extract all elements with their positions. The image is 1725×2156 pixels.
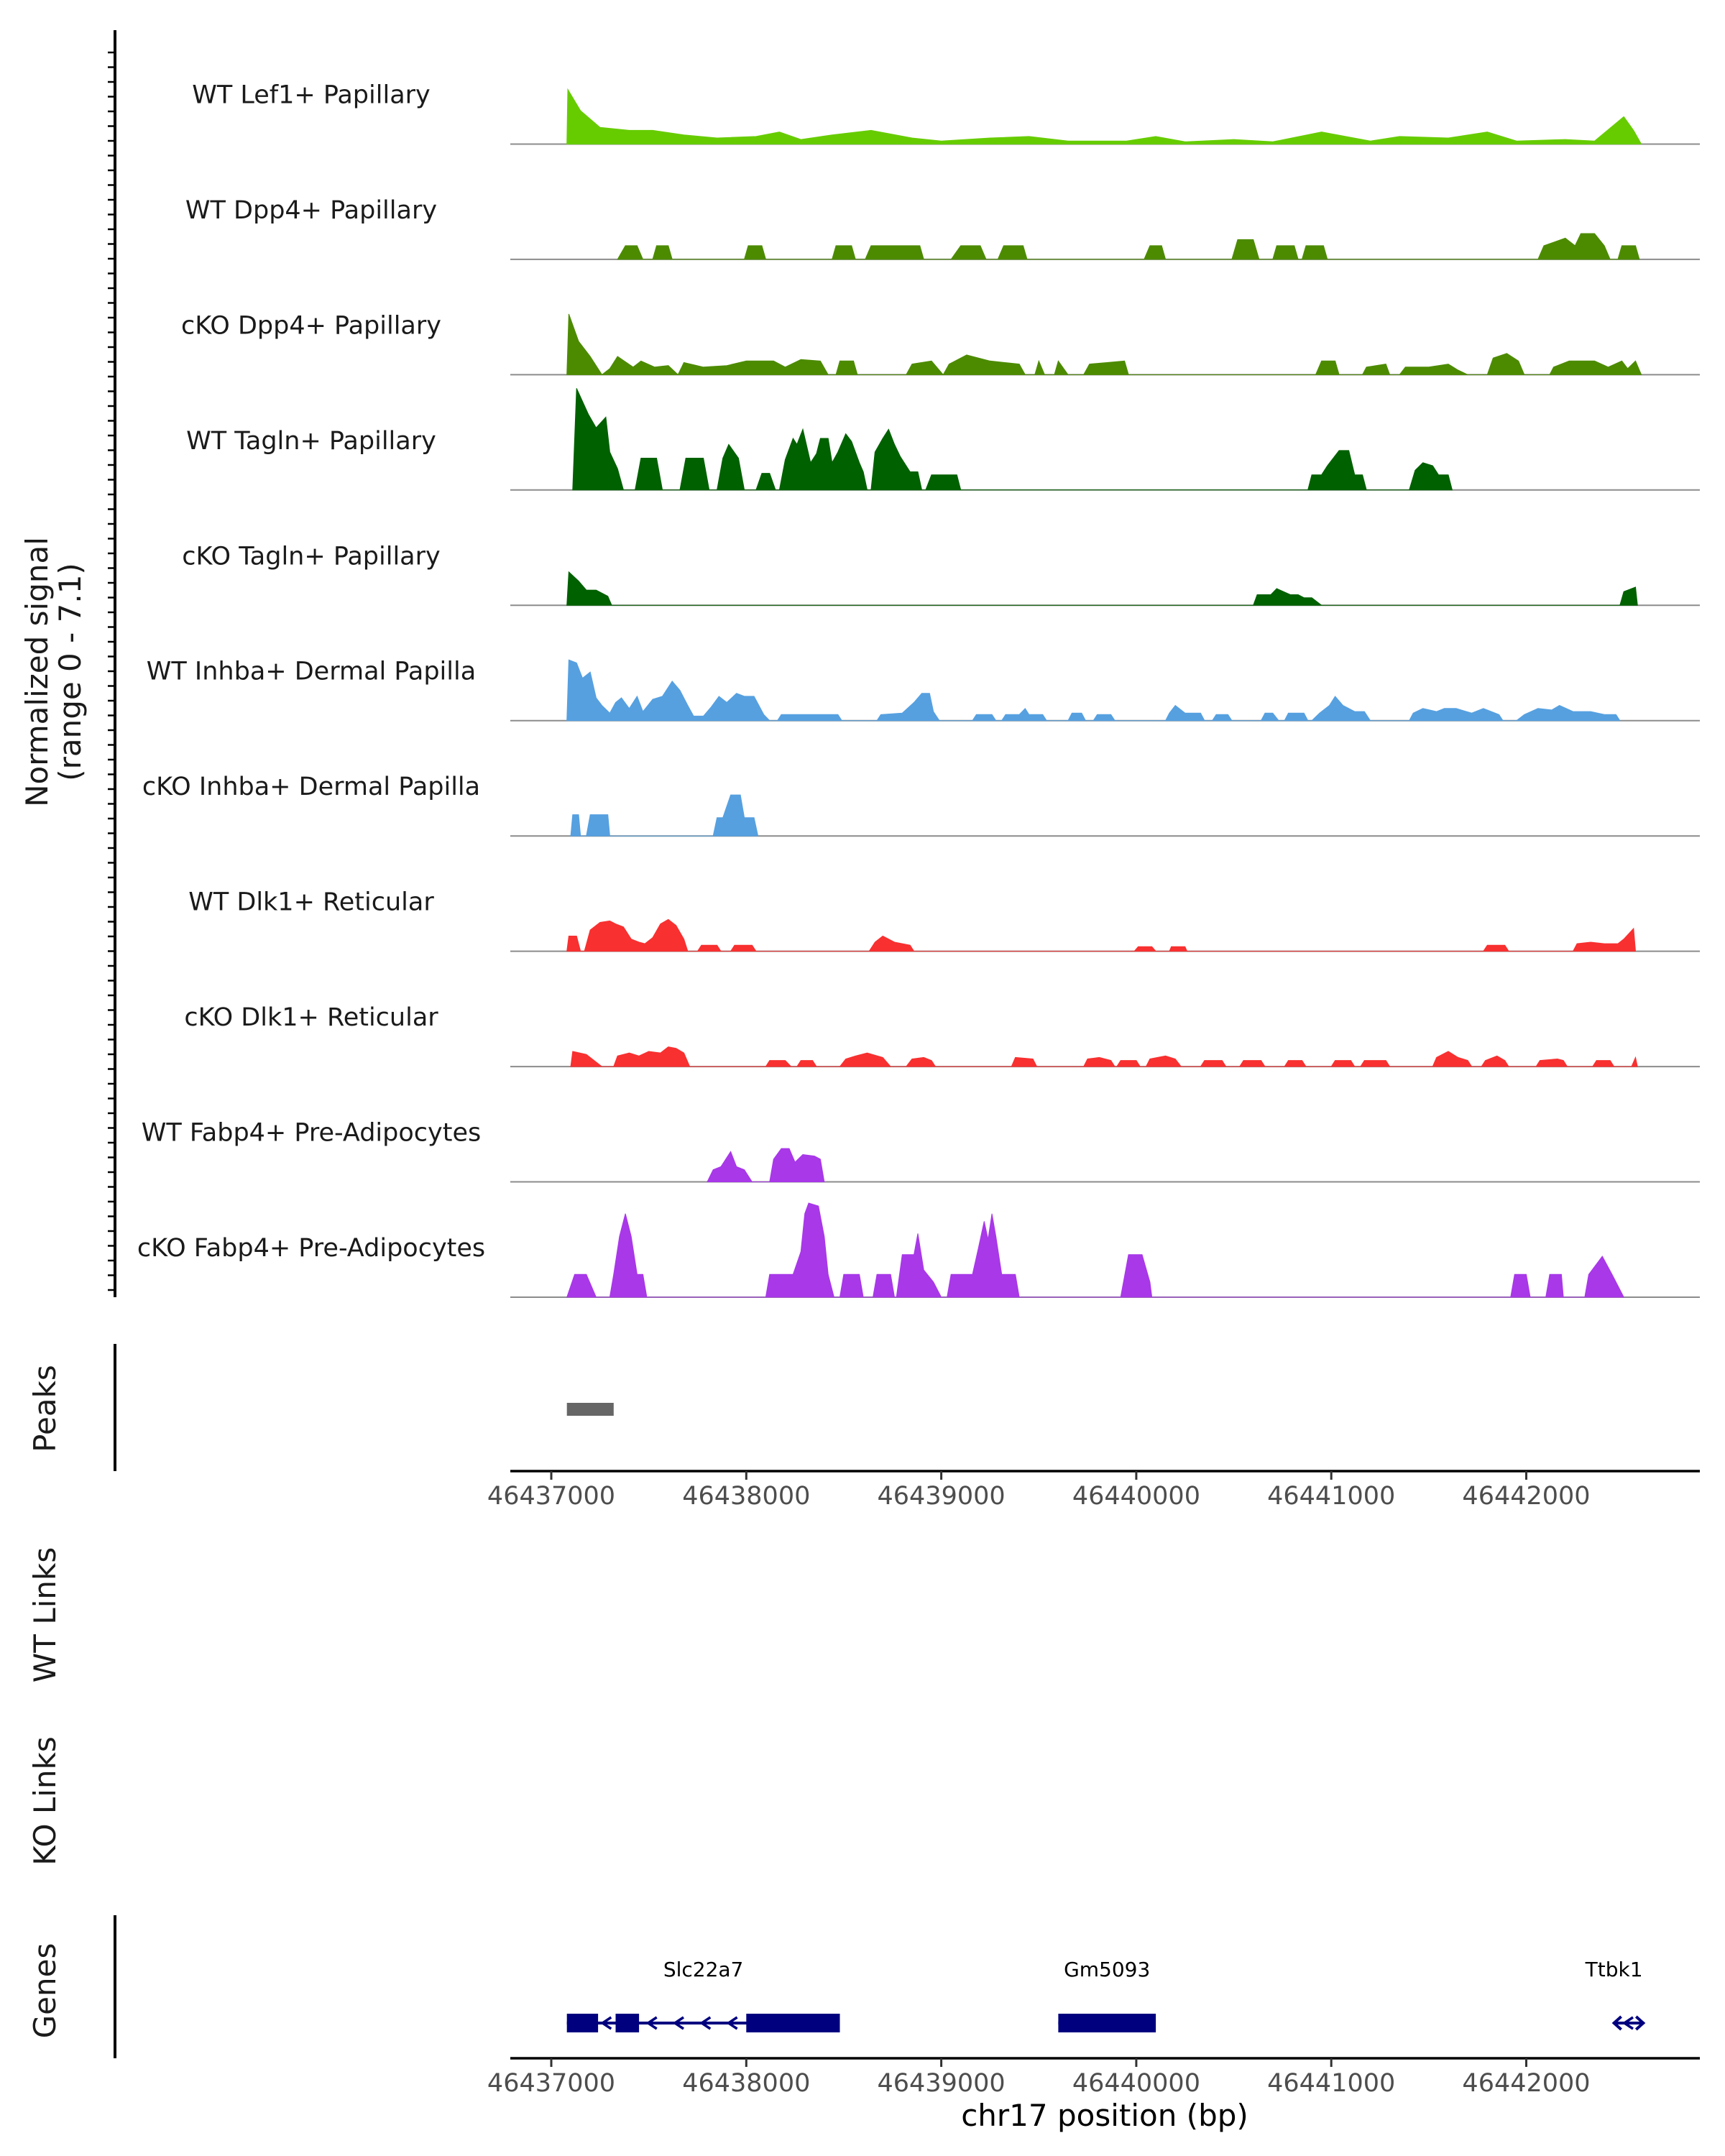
gene-name-label: Gm5093	[1064, 1958, 1150, 1981]
genes-x-axis: 46437000 46438000 46439000 46440000 46441000…	[487, 2057, 1700, 2098]
track-cko-inhba-dermal-papilla: cKO Inhba+ Dermal Papilla	[142, 773, 1700, 837]
x-tick-label: 46441000	[1267, 2069, 1395, 2098]
track-cko-dlk1-reticular: cKO Dlk1+ Reticular	[184, 1003, 1700, 1068]
coverage-area-wt-fabp4-pre-adipocytes	[707, 1148, 825, 1182]
coverage-area-cko-inhba-dermal-papilla	[570, 794, 759, 837]
gene-name-label: Slc22a7	[663, 1958, 744, 1981]
x-tick-label: 46440000	[1072, 2069, 1200, 2098]
track-label: WT Dpp4+ Papillary	[185, 196, 437, 225]
x-tick-label: 46441000	[1267, 1482, 1395, 1511]
gene-gm5093: Gm5093	[1058, 1958, 1156, 2032]
peaks-label: Peaks	[27, 1365, 63, 1452]
strand-arrow	[645, 2016, 658, 2030]
track-wt-inhba-dermal-papilla: WT Inhba+ Dermal Papilla	[147, 658, 1700, 722]
track-cko-dpp4-papillary: cKO Dpp4+ Papillary	[181, 311, 1700, 376]
track-label: WT Fabp4+ Pre-Adipocytes	[142, 1119, 481, 1148]
coverage-area-wt-inhba-dermal-papilla	[566, 659, 1621, 722]
track-label: WT Tagln+ Papillary	[186, 427, 436, 456]
track-wt-dlk1-reticular: WT Dlk1+ Reticular	[188, 888, 1700, 952]
coverage-area-wt-tagln-papillary	[572, 388, 1453, 491]
coverage-area-cko-dlk1-reticular	[570, 1046, 1638, 1067]
coverage-ylabel-line1: Normalized signal	[19, 537, 55, 807]
track-wt-lef1-papillary: WT Lef1+ Papillary	[192, 81, 1700, 145]
gene-name-label: Ttbk1	[1585, 1958, 1643, 1981]
coverage-area-cko-fabp4-pre-adipocytes	[566, 1202, 1625, 1298]
coverage-area-wt-dpp4-papillary	[617, 233, 1640, 260]
gene-slc22a7: Slc22a7	[566, 1958, 840, 2032]
ko-links-label: KO Links	[27, 1736, 63, 1866]
gene-exon	[566, 2014, 599, 2032]
coverage-area-wt-lef1-papillary	[566, 88, 1642, 144]
strand-arrow	[699, 2016, 712, 2030]
peaks-panel	[114, 1344, 614, 1471]
track-wt-dpp4-papillary: WT Dpp4+ Papillary	[185, 196, 1700, 260]
track-wt-fabp4-pre-adipocytes: WT Fabp4+ Pre-Adipocytes	[142, 1119, 1700, 1183]
genes-label: Genes	[27, 1943, 63, 2039]
track-label: cKO Tagln+ Papillary	[182, 542, 441, 571]
x-tick-label: 46437000	[487, 2069, 615, 2098]
track-label: cKO Fabp4+ Pre-Adipocytes	[137, 1234, 485, 1263]
track-label: WT Lef1+ Papillary	[192, 81, 431, 110]
peaks-x-axis: 46437000 46438000 46439000 46440000 46441000…	[487, 1470, 1700, 1511]
coverage-area-wt-dlk1-reticular	[566, 918, 1637, 952]
x-tick-label: 46439000	[878, 2069, 1006, 2098]
track-label: WT Inhba+ Dermal Papilla	[147, 658, 476, 686]
x-axis-title: chr17 position (bp)	[961, 2098, 1248, 2133]
wt-links-label: WT Links	[27, 1547, 63, 1682]
x-tick-label: 46439000	[878, 1482, 1006, 1511]
x-tick-label: 46438000	[682, 1482, 810, 1511]
gene-ttbk1: Ttbk1	[1585, 1958, 1646, 2031]
track-wt-tagln-papillary: WT Tagln+ Papillary	[186, 388, 1700, 491]
x-tick-label: 46438000	[682, 2069, 810, 2098]
x-tick-label: 46437000	[487, 1482, 615, 1511]
strand-arrow	[672, 2016, 684, 2030]
coverage-panel: WT Lef1+ Papillary WT Dpp4+ Papillary cKO …	[108, 30, 1700, 1298]
x-tick-label: 46442000	[1462, 1482, 1590, 1511]
track-cko-tagln-papillary: cKO Tagln+ Papillary	[182, 542, 1700, 607]
track-label: cKO Dpp4+ Papillary	[181, 311, 441, 340]
gene-exon	[746, 2014, 840, 2032]
coverage-area-cko-tagln-papillary	[566, 571, 1638, 606]
x-tick-label: 46440000	[1072, 1482, 1200, 1511]
track-label: cKO Inhba+ Dermal Papilla	[142, 773, 480, 801]
strand-arrow	[1611, 2015, 1622, 2031]
genes-panel: Slc22a7 Gm5093 Ttbk1	[114, 1915, 1646, 2058]
coverage-ylabel-line2: (range 0 - 7.1)	[52, 563, 88, 781]
strand-arrow	[1622, 2016, 1634, 2030]
strand-arrow	[600, 2016, 612, 2030]
x-tick-label: 46442000	[1462, 2069, 1590, 2098]
peak-region	[566, 1403, 614, 1416]
strand-arrow	[1634, 2015, 1646, 2031]
coverage-area-cko-dpp4-papillary	[566, 313, 1642, 376]
gene-exon	[1058, 2014, 1156, 2032]
track-cko-fabp4-pre-adipocytes: cKO Fabp4+ Pre-Adipocytes	[137, 1202, 1700, 1298]
track-label: cKO Dlk1+ Reticular	[184, 1003, 438, 1032]
strand-arrow	[726, 2016, 738, 2030]
gene-exon	[615, 2014, 640, 2032]
track-label: WT Dlk1+ Reticular	[188, 888, 434, 917]
